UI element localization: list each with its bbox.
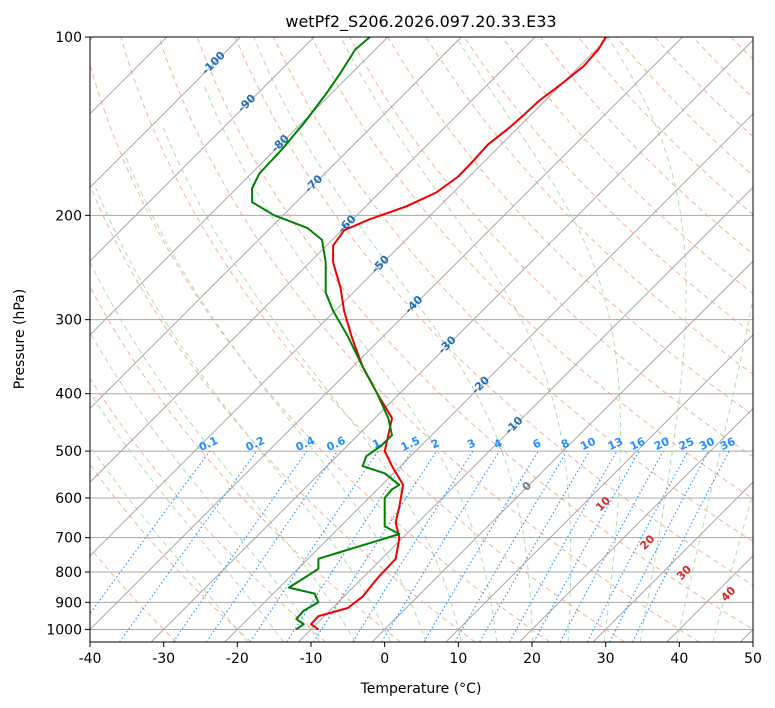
isotherm-line [150,39,753,642]
isotherms [90,37,753,642]
x-tick-label: 40 [670,651,688,667]
sounding-series [251,37,607,631]
isotherm-line [90,37,536,483]
x-tick-label: -30 [152,651,175,667]
moist-adiabat-line [125,157,427,642]
dry-adiabat-line [196,37,753,630]
y-tick-label: 600 [55,491,82,507]
mixing-ratio-line [533,450,640,642]
x-tick-label: -20 [226,651,249,667]
mixing-ratio-line [286,450,413,642]
mixing-ratio-line [559,450,664,642]
moist-adiabat-line [90,331,320,642]
x-tick-label: 20 [523,651,541,667]
x-tick-label: -40 [79,651,102,667]
isotherm-line [90,37,389,336]
isotherm-line [90,37,462,410]
plot-frame [89,36,754,643]
moist-adiabat-line [253,37,533,642]
dry-adiabat-line [90,62,551,642]
x-tick-label: 50 [744,651,762,667]
y-tick-label: 800 [55,565,82,581]
dry-adiabat-line [120,37,625,642]
y-axis-label: Pressure (hPa) [12,289,28,389]
mixing-ratio-line [509,450,618,642]
mixing-ratio-line [313,450,438,642]
mixing-ratio-line [249,450,379,642]
y-tick-label: 900 [55,595,82,611]
mixing-ratio-line [119,450,258,642]
y-tick-label: 500 [55,444,82,460]
moist-adiabat-line [95,188,392,642]
mixing-ratio-label: 20 [652,435,672,453]
mixing-ratio-line [352,450,474,642]
isotherm-line [90,37,610,557]
isotherm-line [592,481,753,642]
mixing-ratio-line [381,450,500,642]
isotherm-line [519,407,753,642]
x-tick-label: 10 [449,651,467,667]
dry-adiabat-line [90,377,327,642]
y-tick-label: 700 [55,531,82,547]
y-tick-label: 1000 [46,622,82,638]
mixing-ratio-label: 30 [697,435,717,453]
y-tick-label: 100 [55,30,82,46]
x-tick-label: -10 [300,651,323,667]
isotherm-line [445,334,753,642]
chart-title: wetPf2_S206.2026.097.20.33.E33 [285,12,556,32]
x-tick-label: 30 [597,651,615,667]
x-axis-label: Temperature (°C) [360,681,482,697]
x-tick-label: 0 [380,651,389,667]
temperature-profile-line [310,37,607,631]
mixing-ratio-line [90,450,211,615]
moist-adiabat-line [607,37,687,642]
dry-adiabat-line [349,37,753,458]
moist-adiabat-line [340,37,572,642]
y-tick-label: 300 [55,313,82,329]
dry-adiabat-line [501,37,753,295]
mixing-ratio-lines [90,450,730,642]
y-tick-label: 200 [55,208,82,224]
moist-adiabat-line [161,123,462,642]
isotherm-line [90,37,241,189]
moist-adiabat-line [90,260,356,642]
dry-adiabat-line [158,37,700,642]
isotherm-line [371,260,753,642]
isotherm-line [224,113,753,642]
mixing-ratio-label: 36 [718,435,738,453]
mixing-ratio-label: 10 [578,435,598,453]
dewpoint-profile-line [251,37,401,631]
dry-adiabat-line [90,184,476,642]
y-tick-label: 400 [55,387,82,403]
isotherm-line [90,37,683,631]
dry-adiabats [90,37,753,642]
y-axis-ticks: 100 200 300 400 500 600 700 800 900 1000 [46,30,90,638]
dry-adiabat-line [234,37,753,586]
mixing-ratio-line [632,450,730,642]
mixing-ratio-line [172,450,308,642]
isotherm-line [90,37,315,262]
dry-adiabat-line [90,463,252,642]
mixing-ratio-label: 25 [677,435,696,453]
dry-adiabat-line [90,547,177,642]
mixing-ratio-line [205,450,338,642]
mixing-ratio-label: 13 [606,435,625,453]
x-axis-ticks: -40 -30 -20 -10 0 10 20 30 40 50 [79,642,762,667]
dry-adiabat-line [387,37,753,416]
mixing-ratio-label: 16 [628,435,648,453]
